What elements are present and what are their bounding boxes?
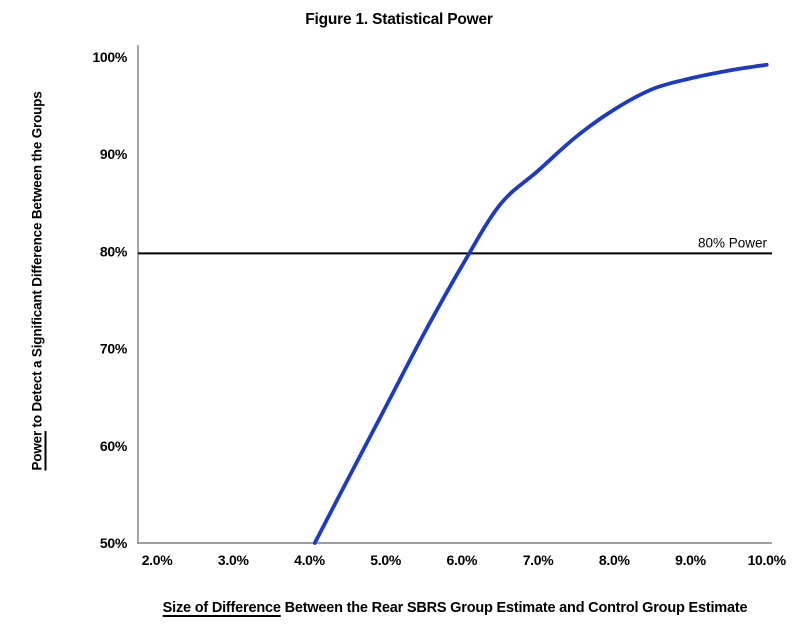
y-tick-label-1: 90% — [100, 146, 128, 162]
x-tick-label-3: 5.0% — [370, 552, 402, 568]
x-tick-label-8: 10.0% — [748, 552, 787, 568]
x-tick-label-6: 8.0% — [599, 552, 631, 568]
y-tick-label-5: 50% — [100, 535, 128, 551]
y-tick-label-3: 70% — [100, 341, 128, 357]
x-tick-label-1: 3.0% — [218, 552, 250, 568]
x-tick-label-2: 4.0% — [294, 552, 326, 568]
chart-title: Figure 1. Statistical Power — [305, 11, 493, 28]
x-tick-label-0: 2.0% — [142, 552, 174, 568]
x-tick-label-7: 9.0% — [675, 552, 707, 568]
reference-line-label: 80% Power — [698, 235, 768, 250]
y-tick-label-4: 60% — [100, 438, 128, 454]
y-tick-label-0: 100% — [92, 49, 127, 65]
x-axis-label-rest: Between the Rear SBRS Group Estimate and… — [280, 600, 748, 616]
x-axis-label: Size of Difference Between the Rear SBRS… — [138, 600, 772, 616]
x-tick-label-4: 6.0% — [446, 552, 478, 568]
statistical-power-curve — [312, 62, 769, 545]
x-axis-label-underlined-part: Size of Difference — [162, 600, 281, 616]
x-tick-label-5: 7.0% — [523, 552, 555, 568]
y-tick-label-2: 80% — [100, 243, 128, 259]
